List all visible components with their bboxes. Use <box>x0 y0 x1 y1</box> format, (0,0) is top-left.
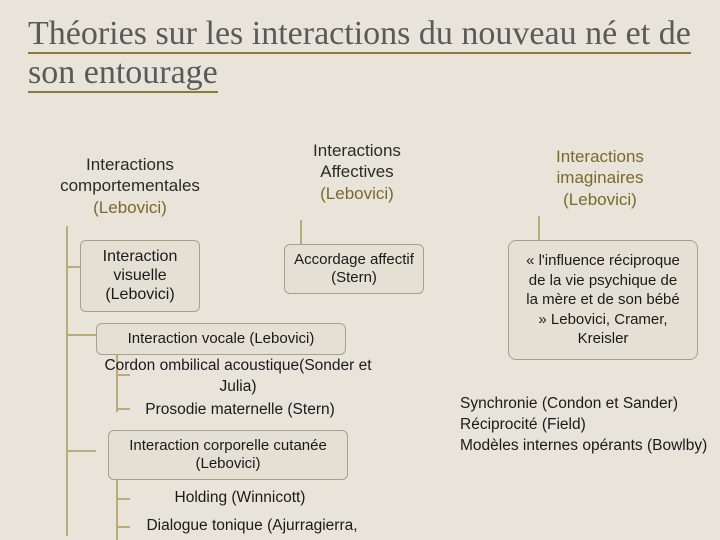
col1-sub: (Lebovici) <box>40 197 220 218</box>
col1-vocale-head: Interaction vocale (Lebovici) <box>96 323 346 355</box>
col3-list1: Réciprocité (Field) <box>460 415 710 436</box>
col2-accordage: Accordage affectif (Stern) <box>284 244 424 294</box>
col1-corporelle-head: Interaction corporelle cutanée (Lebovici… <box>108 430 348 480</box>
col1-vocale-item0: Cordon ombilical acoustique(Sonder et Ju… <box>98 356 378 398</box>
connector <box>66 334 96 336</box>
col2-line2: Affectives <box>282 161 432 182</box>
col3-quote: « l'influence réciproque de la vie psych… <box>508 240 698 360</box>
connector <box>116 498 130 500</box>
connector <box>66 266 80 268</box>
col1-vocale-item1: Prosodie maternelle (Stern) <box>120 400 360 421</box>
col2-sub: (Lebovici) <box>282 183 432 204</box>
col3-list0: Synchronie (Condon et Sander) <box>460 394 710 415</box>
title-text: Théories sur les interactions du nouveau… <box>28 15 691 93</box>
col3-list2: Modèles internes opérants (Bowlby) <box>460 436 720 457</box>
diagram-area: Interactions comportementales (Lebovici)… <box>0 148 720 540</box>
col1-corporelle-item1: Dialogue tonique (Ajurragierra, <box>112 516 392 537</box>
col3-header: Interactions imaginaires (Lebovici) <box>520 146 680 210</box>
col3-line2: imaginaires <box>520 167 680 188</box>
connector <box>66 450 96 452</box>
col1-line2: comportementales <box>40 175 220 196</box>
col1-header: Interactions comportementales (Lebovici) <box>40 154 220 218</box>
col2-header: Interactions Affectives (Lebovici) <box>282 140 432 204</box>
col3-sub: (Lebovici) <box>520 189 680 210</box>
col1-visuelle: Interaction visuelle (Lebovici) <box>80 240 200 312</box>
col1-line1: Interactions <box>40 154 220 175</box>
connector <box>66 226 68 536</box>
col3-line1: Interactions <box>520 146 680 167</box>
col1-corporelle-item0: Holding (Winnicott) <box>140 488 340 509</box>
page-title: Théories sur les interactions du nouveau… <box>0 0 720 92</box>
col2-line1: Interactions <box>282 140 432 161</box>
